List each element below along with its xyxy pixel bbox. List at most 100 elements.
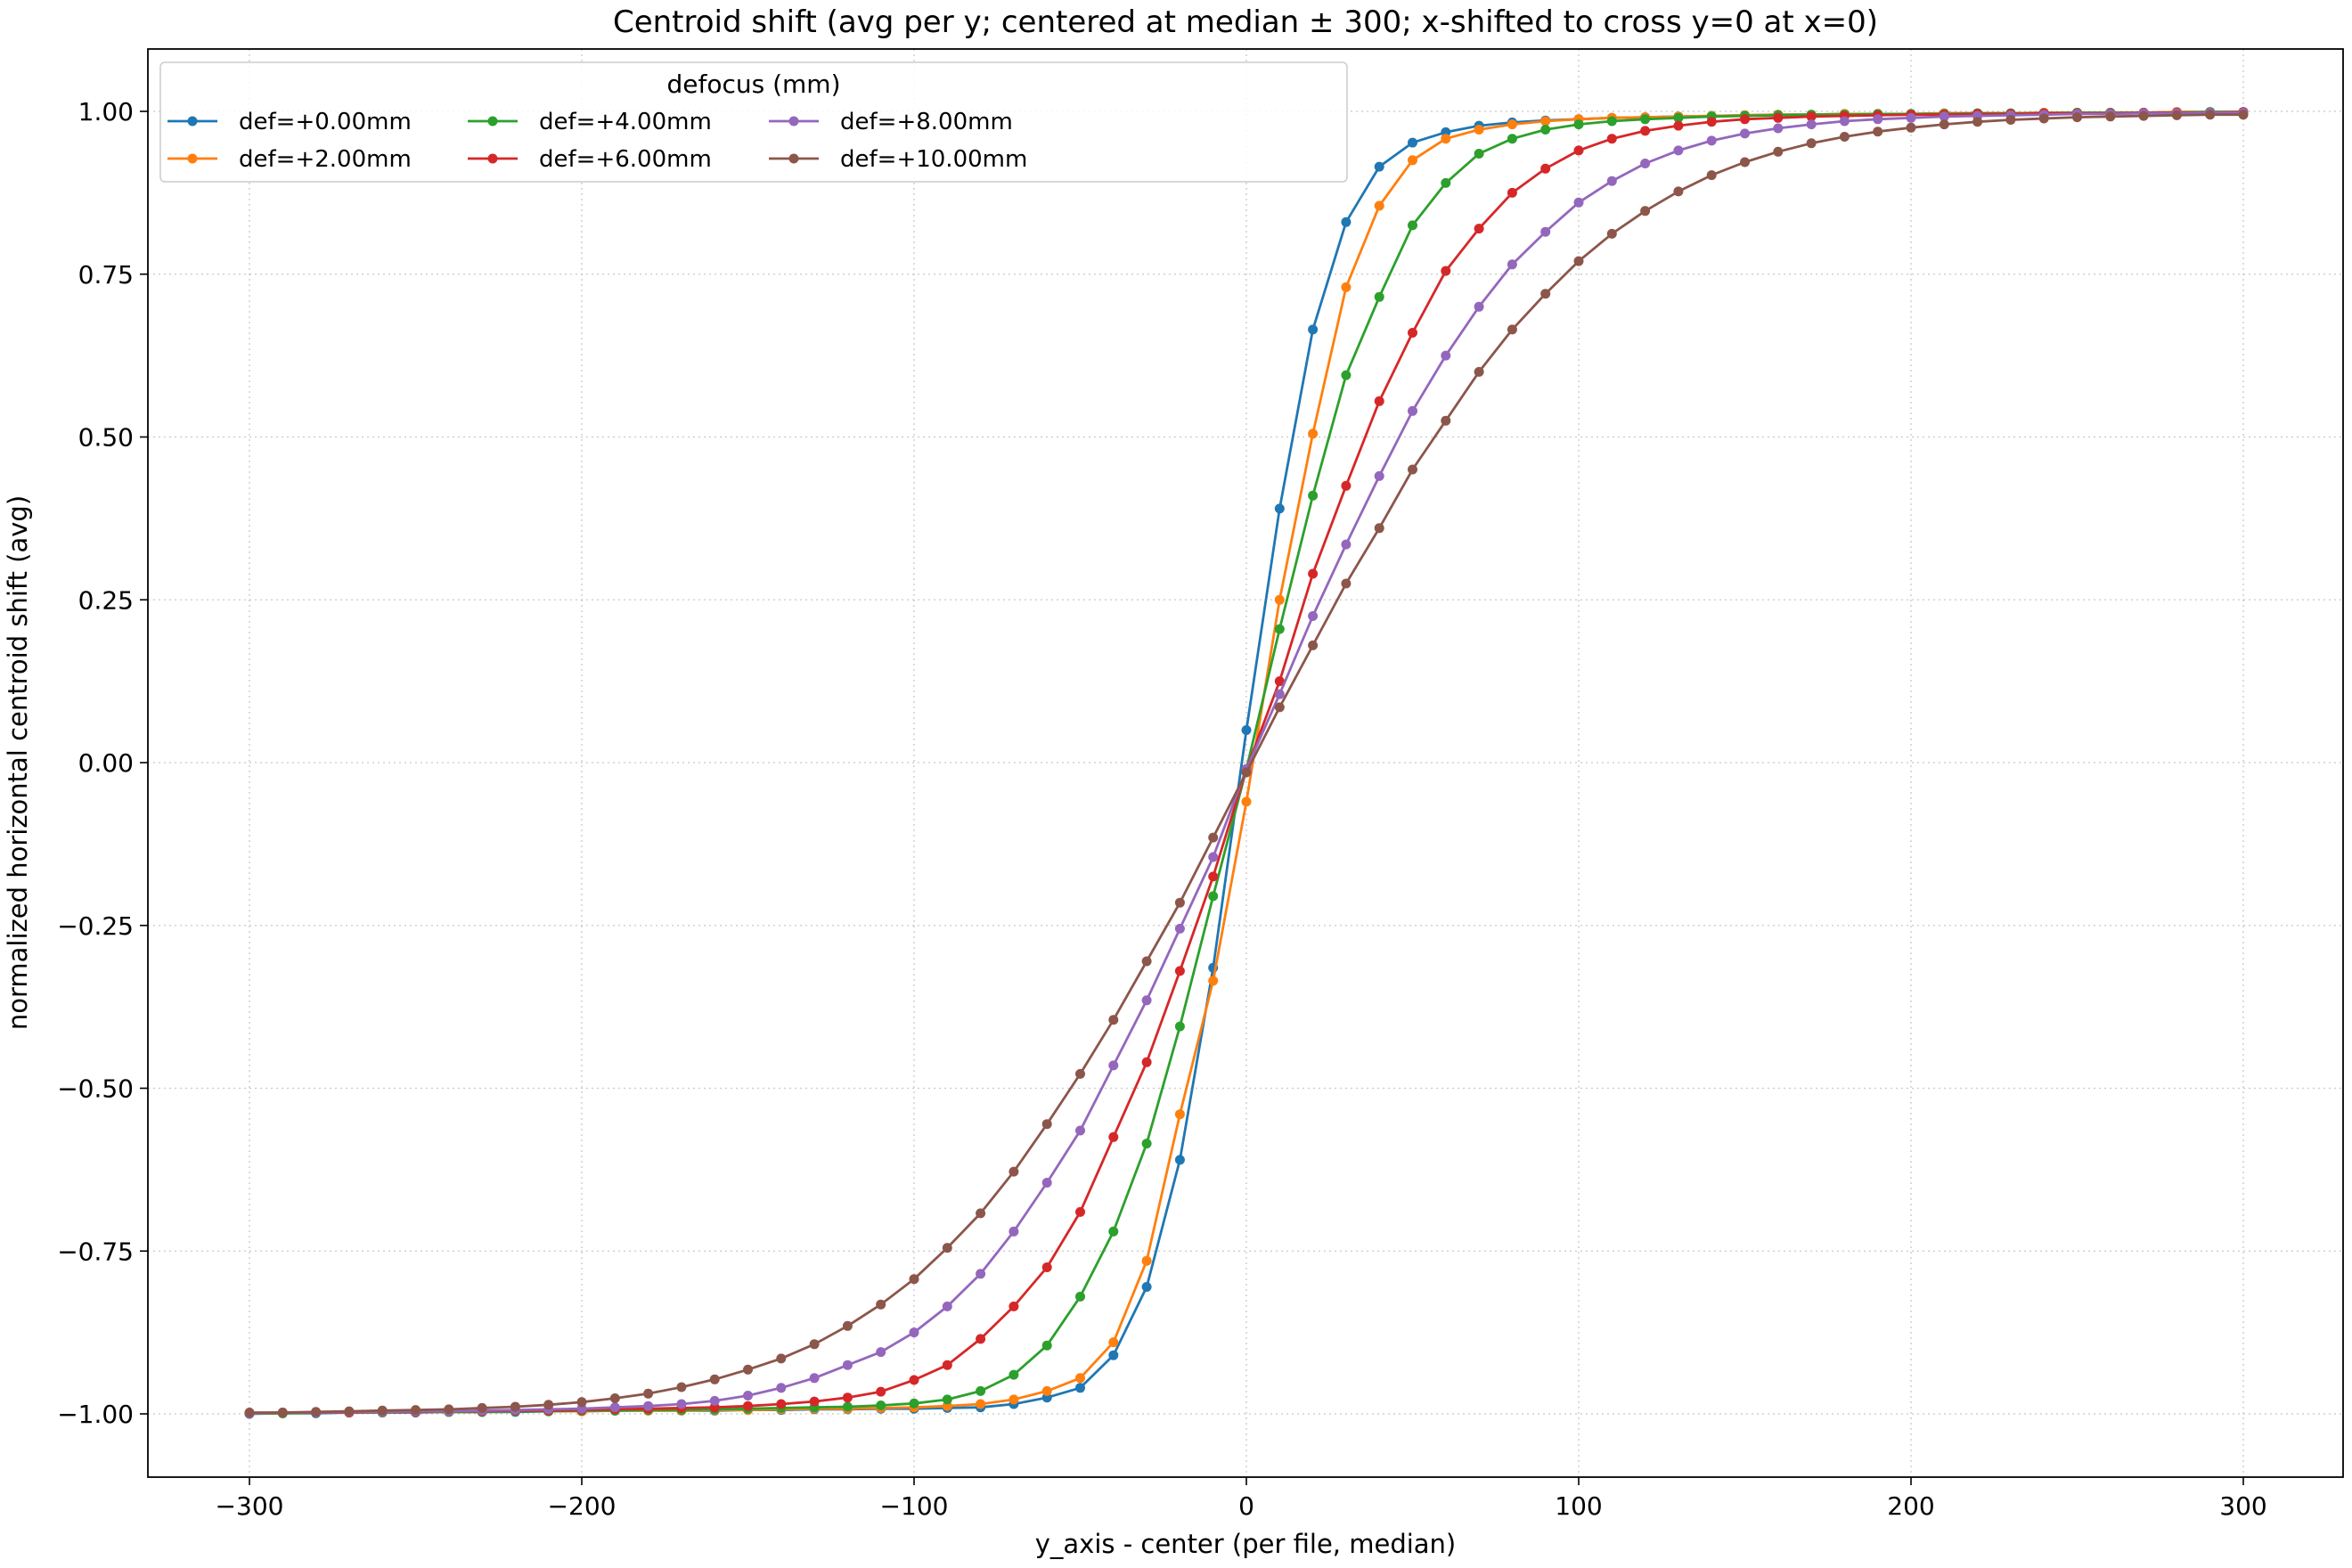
data-point bbox=[1208, 871, 1219, 882]
data-point bbox=[1108, 1015, 1119, 1025]
data-point bbox=[1606, 176, 1617, 186]
legend-swatch-marker bbox=[788, 116, 799, 127]
data-point bbox=[1308, 640, 1319, 650]
data-point bbox=[1174, 966, 1185, 976]
data-point bbox=[1507, 259, 1517, 270]
data-point bbox=[1141, 1139, 1152, 1149]
data-point bbox=[1873, 114, 1883, 125]
data-point bbox=[1041, 1385, 1052, 1396]
data-point bbox=[477, 1402, 487, 1413]
data-point bbox=[976, 1208, 986, 1219]
data-point bbox=[1108, 1060, 1119, 1071]
data-point bbox=[1441, 350, 1451, 361]
data-point bbox=[1706, 135, 1717, 146]
data-point bbox=[1009, 1369, 1019, 1380]
data-point bbox=[1474, 125, 1484, 135]
data-point bbox=[1374, 396, 1384, 406]
x-tick-label: 100 bbox=[1555, 1491, 1602, 1521]
data-point bbox=[1274, 594, 1285, 605]
data-point bbox=[1906, 122, 1916, 133]
data-point bbox=[1441, 415, 1451, 426]
data-point bbox=[1773, 123, 1784, 134]
legend-label: def=+8.00mm bbox=[840, 109, 1013, 135]
data-point bbox=[976, 1334, 986, 1344]
data-point bbox=[876, 1386, 886, 1397]
data-point bbox=[1141, 1255, 1152, 1266]
x-tick-label: −300 bbox=[216, 1491, 284, 1521]
data-point bbox=[1041, 1262, 1052, 1272]
data-point bbox=[1341, 282, 1352, 292]
data-point bbox=[1041, 1178, 1052, 1188]
data-point bbox=[1308, 324, 1319, 335]
data-point bbox=[1573, 119, 1584, 130]
data-point bbox=[743, 1391, 753, 1401]
data-point bbox=[1408, 405, 1417, 416]
data-point bbox=[2238, 110, 2249, 120]
data-point bbox=[1241, 725, 1252, 735]
y-tick-label: 0.00 bbox=[78, 748, 134, 778]
data-point bbox=[277, 1408, 288, 1417]
data-point bbox=[1507, 324, 1517, 335]
y-axis-ticks: −1.00 −0.75 −0.50 −0.25 0.00 0.25 0.50 0.75 1.00 bbox=[57, 97, 148, 1429]
data-point bbox=[2005, 115, 2016, 125]
data-point bbox=[1441, 177, 1451, 188]
data-point bbox=[1474, 301, 1484, 312]
data-point bbox=[1075, 1383, 1085, 1393]
data-point bbox=[1806, 111, 1817, 122]
legend-item: def=+10.00mm bbox=[769, 146, 1027, 173]
data-point bbox=[1308, 429, 1319, 439]
data-point bbox=[743, 1364, 753, 1375]
data-point bbox=[1208, 852, 1219, 862]
data-point bbox=[1041, 1119, 1052, 1130]
data-point bbox=[1540, 116, 1551, 127]
legend-item: def=+2.00mm bbox=[167, 146, 412, 173]
data-point bbox=[1972, 117, 1983, 127]
data-point bbox=[1374, 161, 1384, 172]
data-point bbox=[1573, 197, 1584, 208]
data-point bbox=[311, 1407, 322, 1417]
data-point bbox=[976, 1385, 986, 1396]
x-tick-label: 0 bbox=[1238, 1491, 1254, 1521]
data-point bbox=[776, 1383, 787, 1393]
data-point bbox=[1474, 149, 1484, 159]
data-point bbox=[2138, 110, 2149, 121]
data-point bbox=[543, 1400, 554, 1410]
data-point bbox=[1606, 228, 1617, 239]
data-point bbox=[1474, 366, 1484, 377]
data-point bbox=[444, 1404, 454, 1415]
data-point bbox=[776, 1399, 787, 1409]
data-point bbox=[1573, 256, 1584, 266]
data-point bbox=[244, 1408, 255, 1417]
data-point bbox=[909, 1274, 919, 1285]
data-point bbox=[842, 1401, 853, 1412]
data-point bbox=[1806, 119, 1817, 130]
y-tick-label: −0.25 bbox=[57, 911, 134, 941]
data-point bbox=[709, 1374, 720, 1384]
data-point bbox=[709, 1395, 720, 1406]
data-point bbox=[1640, 114, 1651, 125]
data-point bbox=[1706, 170, 1717, 181]
data-point bbox=[1706, 117, 1717, 127]
data-point bbox=[1009, 1394, 1019, 1405]
data-point bbox=[1174, 1155, 1185, 1165]
y-tick-label: 1.00 bbox=[78, 97, 134, 127]
data-point bbox=[1174, 923, 1185, 934]
legend-label: def=+6.00mm bbox=[539, 146, 712, 173]
data-point bbox=[942, 1394, 952, 1405]
data-point bbox=[942, 1301, 952, 1311]
data-point bbox=[743, 1401, 753, 1411]
data-point bbox=[1640, 206, 1651, 216]
data-point bbox=[1308, 568, 1319, 579]
series-5 bbox=[244, 110, 2249, 1417]
data-point bbox=[1939, 111, 1949, 122]
data-point bbox=[1108, 1226, 1119, 1237]
data-point bbox=[1108, 1350, 1119, 1360]
data-point bbox=[1939, 119, 1949, 130]
y-tick-label: −1.00 bbox=[57, 1400, 134, 1429]
data-point bbox=[942, 1360, 952, 1370]
legend-swatch-marker bbox=[487, 116, 498, 127]
data-point bbox=[1075, 1125, 1085, 1136]
data-point bbox=[2072, 112, 2082, 123]
data-point bbox=[1839, 116, 1850, 127]
